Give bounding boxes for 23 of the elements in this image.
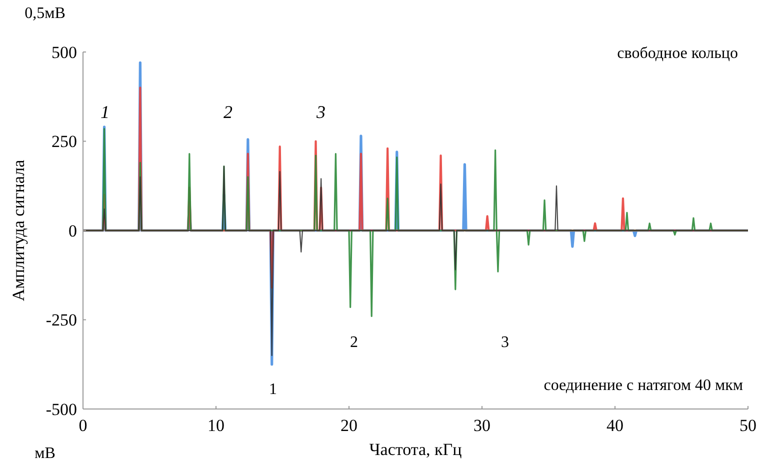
text: мВ — [34, 445, 56, 462]
x-tick-label: 10 — [208, 416, 224, 435]
x-tick-label: 30 — [474, 416, 490, 435]
annotation: 1 — [100, 102, 110, 122]
annotation: 2 — [350, 334, 358, 351]
annotation: 3 — [316, 102, 326, 122]
text: 0,5мВ — [24, 5, 66, 22]
x-tick-label: 50 — [740, 416, 756, 435]
y-tick-label: -500 — [46, 400, 77, 419]
y-tick-label: 500 — [52, 42, 77, 62]
annotation: соединение с натягом 40 мкм — [544, 377, 743, 394]
y-axis-title: Амплитуда сигнала — [9, 159, 28, 302]
y-tick-label: -250 — [46, 310, 77, 330]
annotation: 2 — [224, 102, 232, 122]
x-tick-label: 20 — [340, 416, 358, 435]
line-series — [82, 128, 749, 317]
y-tick-label: 0 — [68, 221, 77, 240]
annotation: 1 — [269, 381, 277, 398]
y-tick-label: 250 — [52, 132, 77, 152]
annotation: свободное кольцо — [617, 45, 738, 62]
annotation: 3 — [501, 334, 509, 351]
x-tick-label: 40 — [606, 416, 624, 435]
x-axis-title: Частота, кГц — [369, 440, 462, 459]
